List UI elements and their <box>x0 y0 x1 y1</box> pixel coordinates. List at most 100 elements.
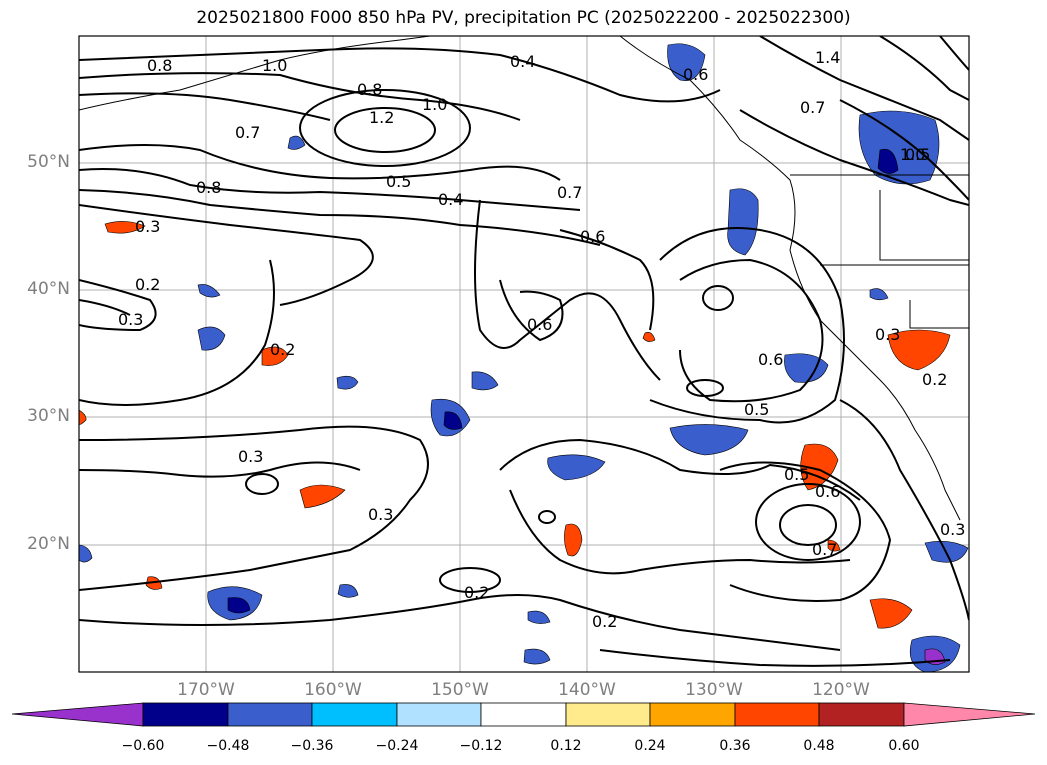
colorbar-extend-high <box>903 702 1036 727</box>
precip-blob <box>642 332 656 342</box>
precip-blob <box>261 346 289 366</box>
lat-label: 40°N <box>27 279 70 299</box>
contour-label: 0.2 <box>464 583 489 602</box>
colorbar-tick: −0.48 <box>206 738 250 754</box>
colorbar-segment <box>565 702 651 727</box>
colorbar <box>11 702 1036 727</box>
precip-blob <box>727 188 759 256</box>
colorbar-tick: 0.12 <box>550 738 582 754</box>
contour-label: 1.0 <box>900 145 925 164</box>
contour-label: 0.3 <box>118 310 143 329</box>
contour-label: 0.6 <box>758 350 783 369</box>
precip-blob <box>669 424 749 456</box>
colorbar-tick: 0.24 <box>634 738 666 754</box>
precip-blob <box>443 411 463 430</box>
contour-label: 0.6 <box>580 227 605 246</box>
contour-label: 0.7 <box>235 123 260 142</box>
lat-label: 30°N <box>27 406 70 426</box>
precip-blob <box>523 648 551 665</box>
precip-blob <box>227 597 251 614</box>
contour-label: 1.4 <box>815 48 840 67</box>
precip-blob <box>337 584 359 598</box>
contour-label: 0.2 <box>592 612 617 631</box>
lon-label: 120°W <box>812 680 870 700</box>
contour-label: 0.6 <box>815 482 840 501</box>
precip-blob <box>527 610 551 624</box>
contour-label: 0.2 <box>922 370 947 389</box>
contour-label: 0.3 <box>940 520 965 539</box>
contour-label: 0.5 <box>744 400 769 419</box>
precip-blob <box>667 43 706 82</box>
contour-label: 0.2 <box>270 340 295 359</box>
contour-label: 0.8 <box>147 56 172 75</box>
lon-label: 140°W <box>558 680 616 700</box>
colorbar-extend-low <box>11 702 144 727</box>
precip-blob <box>197 326 226 351</box>
map-title: 2025021800 F000 850 hPa PV, precipitatio… <box>196 8 851 28</box>
contour-labels: 0.8 1.0 0.8 1.2 1.0 0.7 0.8 0.5 0.4 0.3 … <box>118 48 965 631</box>
lon-label: 130°W <box>685 680 743 700</box>
precip-blob <box>547 454 606 481</box>
lat-label: 50°N <box>27 152 70 172</box>
contour-label: 0.7 <box>812 540 837 559</box>
contour-label: 0.6 <box>683 65 708 84</box>
precip-blob <box>877 148 899 174</box>
precip-blob <box>869 288 889 301</box>
lon-label: 170°W <box>177 680 235 700</box>
precip-blob <box>564 523 583 557</box>
colorbar-segment <box>649 702 736 727</box>
precip-blob <box>336 375 359 390</box>
contour-label: 0.8 <box>196 178 221 197</box>
contour-label: 0.7 <box>557 183 582 202</box>
colorbar-tick: −0.12 <box>459 738 503 754</box>
contour-label: 1.2 <box>369 108 394 127</box>
lon-label: 150°W <box>431 680 489 700</box>
graticule <box>79 36 969 672</box>
contour-label: 1.0 <box>422 95 447 114</box>
contour-label: 0.7 <box>800 98 825 117</box>
colorbar-segment <box>480 702 567 727</box>
pv-contours <box>79 36 969 667</box>
contour-label: 0.3 <box>238 447 263 466</box>
colorbar-tick: 0.60 <box>888 738 920 754</box>
precip-blob <box>287 135 306 150</box>
contour-label: 0.3 <box>368 505 393 524</box>
precip-blob <box>887 329 951 371</box>
map-border <box>78 35 970 673</box>
colorbar-segment <box>396 702 482 727</box>
precip-blob <box>104 221 146 234</box>
contour-label: 0.3 <box>875 325 900 344</box>
colorbar-tick: 0.36 <box>719 738 751 754</box>
precip-blob <box>784 353 829 383</box>
precip-blob <box>869 598 913 629</box>
precip-blob <box>827 539 841 552</box>
colorbar-tick: −0.60 <box>121 738 165 754</box>
contour-label: 0.6 <box>527 315 552 334</box>
contour-label: 0.5 <box>905 145 930 164</box>
map-panel: 0.8 1.0 0.8 1.2 1.0 0.7 0.8 0.5 0.4 0.3 … <box>79 36 969 672</box>
contour-label: 0.5 <box>784 465 809 484</box>
contour-label: 1.0 <box>262 56 287 75</box>
colorbar-segment <box>227 702 313 727</box>
precip-blob <box>471 371 499 391</box>
lat-label: 20°N <box>27 534 70 554</box>
lon-label: 160°W <box>304 680 362 700</box>
colorbar-segment <box>734 702 820 727</box>
colorbar-tick: −0.36 <box>290 738 334 754</box>
precip-blob <box>79 544 93 563</box>
colorbar-tick: 0.48 <box>803 738 835 754</box>
contour-label: 0.5 <box>386 172 411 191</box>
colorbar-segment <box>311 702 398 727</box>
contour-label: 0.2 <box>135 275 160 294</box>
contour-label: 0.4 <box>438 190 463 209</box>
precip-blob <box>197 284 221 298</box>
colorbar-segment <box>818 702 905 727</box>
coastlines <box>79 36 969 521</box>
contour-label: 0.8 <box>357 80 382 99</box>
contour-label: 0.4 <box>510 52 535 71</box>
colorbar-tick: −0.24 <box>375 738 419 754</box>
colorbar-segment <box>142 702 229 727</box>
precip-blob <box>299 484 346 509</box>
contour-label: 0.3 <box>135 217 160 236</box>
